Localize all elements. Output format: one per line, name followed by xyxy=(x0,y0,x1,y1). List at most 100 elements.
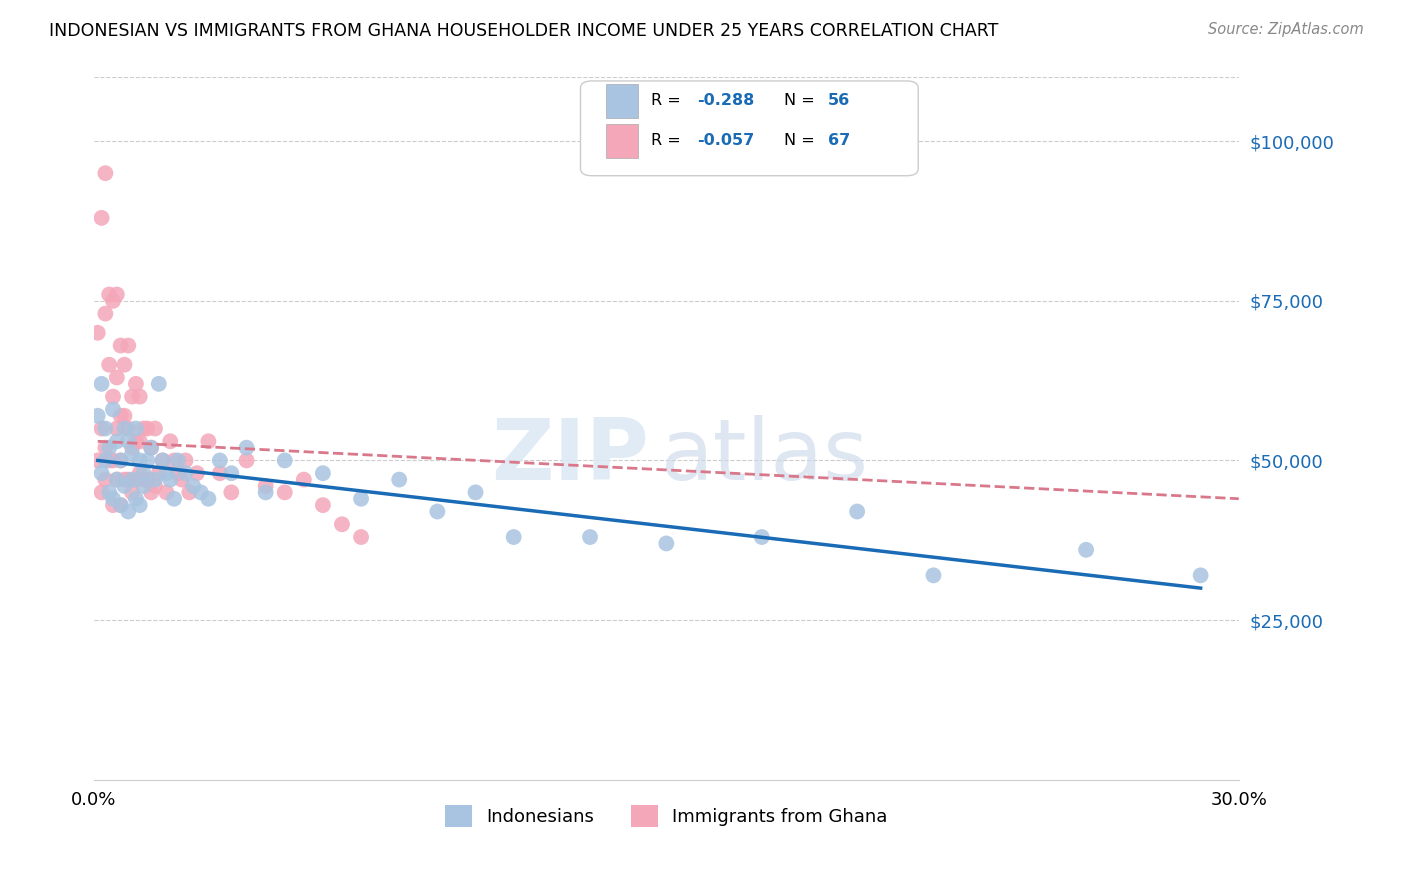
Point xyxy=(121,473,143,487)
Point xyxy=(94,166,117,180)
Point xyxy=(254,479,277,493)
Point xyxy=(98,358,121,372)
Text: R =: R = xyxy=(651,93,686,108)
Point xyxy=(90,376,112,391)
Point xyxy=(174,467,197,481)
Point xyxy=(208,453,231,467)
Point xyxy=(292,473,315,487)
Point xyxy=(132,467,155,481)
Point xyxy=(312,498,335,512)
Point xyxy=(141,441,163,455)
Point xyxy=(136,421,159,435)
Text: INDONESIAN VS IMMIGRANTS FROM GHANA HOUSEHOLDER INCOME UNDER 25 YEARS CORRELATIO: INDONESIAN VS IMMIGRANTS FROM GHANA HOUS… xyxy=(49,22,998,40)
Point xyxy=(94,441,117,455)
Point xyxy=(179,485,201,500)
Point xyxy=(121,390,143,404)
Point xyxy=(152,453,174,467)
Point xyxy=(167,467,190,481)
Point xyxy=(105,370,128,384)
Point xyxy=(114,421,136,435)
Point xyxy=(90,211,112,225)
Point xyxy=(197,491,219,506)
Point xyxy=(170,473,193,487)
Point xyxy=(655,536,678,550)
Point xyxy=(143,421,166,435)
Text: -0.057: -0.057 xyxy=(697,133,755,148)
Point xyxy=(190,485,212,500)
Point xyxy=(132,479,155,493)
Point xyxy=(579,530,602,544)
Point xyxy=(426,504,449,518)
Point xyxy=(110,453,132,467)
Point xyxy=(148,467,170,481)
Point xyxy=(98,485,121,500)
Point xyxy=(330,517,353,532)
Text: N =: N = xyxy=(785,93,820,108)
Point xyxy=(254,485,277,500)
Point xyxy=(117,421,139,435)
Point xyxy=(751,530,773,544)
Point xyxy=(110,409,132,423)
Point xyxy=(101,293,124,308)
Point xyxy=(98,441,121,455)
Point xyxy=(312,467,335,481)
Point xyxy=(125,491,148,506)
Point xyxy=(141,485,163,500)
Point xyxy=(105,473,128,487)
Point xyxy=(163,453,186,467)
Point xyxy=(128,498,150,512)
Point xyxy=(128,467,150,481)
Point xyxy=(152,453,174,467)
Point xyxy=(159,434,181,449)
Point xyxy=(87,453,110,467)
Point xyxy=(114,358,136,372)
Point xyxy=(163,491,186,506)
Point xyxy=(167,453,190,467)
Point xyxy=(110,498,132,512)
Point xyxy=(94,421,117,435)
Point xyxy=(121,485,143,500)
Point xyxy=(90,467,112,481)
Text: -0.288: -0.288 xyxy=(697,93,755,108)
Point xyxy=(221,467,243,481)
Point xyxy=(197,434,219,449)
Text: atlas: atlas xyxy=(661,415,869,498)
Point xyxy=(98,287,121,301)
Point xyxy=(90,485,112,500)
Point xyxy=(235,441,257,455)
Point xyxy=(105,287,128,301)
Text: ZIP: ZIP xyxy=(492,415,650,498)
Point xyxy=(1189,568,1212,582)
Point xyxy=(105,434,128,449)
Point xyxy=(128,434,150,449)
Point xyxy=(502,530,524,544)
Point xyxy=(87,326,110,340)
FancyBboxPatch shape xyxy=(606,84,638,118)
Point xyxy=(94,473,117,487)
Point xyxy=(121,447,143,461)
Point xyxy=(132,421,155,435)
Point xyxy=(121,441,143,455)
Point xyxy=(143,473,166,487)
Text: 67: 67 xyxy=(828,133,851,148)
Point xyxy=(159,473,181,487)
Point xyxy=(846,504,869,518)
Point xyxy=(274,453,297,467)
Point xyxy=(136,453,159,467)
Point xyxy=(174,453,197,467)
Point xyxy=(90,421,112,435)
Point xyxy=(132,473,155,487)
FancyBboxPatch shape xyxy=(606,124,638,158)
Point xyxy=(98,453,121,467)
Text: 56: 56 xyxy=(828,93,851,108)
Point xyxy=(235,453,257,467)
Point xyxy=(117,473,139,487)
Point xyxy=(388,473,411,487)
Point xyxy=(87,409,110,423)
Point xyxy=(101,453,124,467)
FancyBboxPatch shape xyxy=(581,81,918,176)
Point xyxy=(125,376,148,391)
Point xyxy=(181,479,204,493)
Point xyxy=(143,479,166,493)
Point xyxy=(101,498,124,512)
